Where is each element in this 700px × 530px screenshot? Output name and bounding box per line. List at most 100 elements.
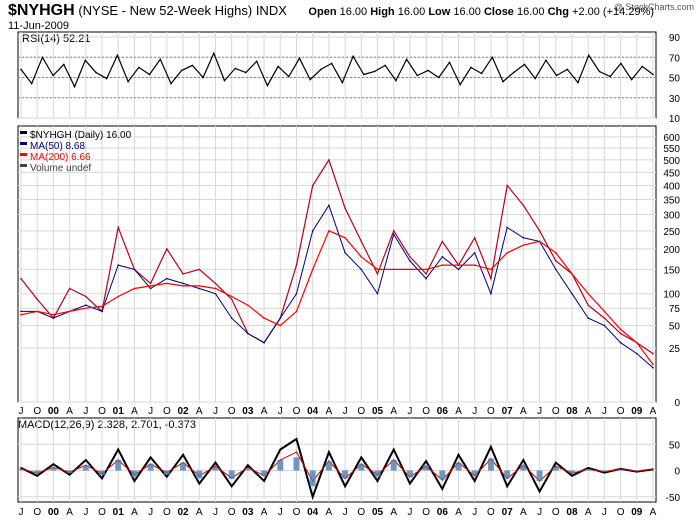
- ma200-series-point: [571, 273, 573, 275]
- rsi-series-point: [320, 68, 322, 71]
- macd-y-tick-label: 0: [674, 467, 680, 478]
- ma50-series-point: [635, 352, 638, 355]
- macd-x-tick-label: O: [422, 507, 430, 518]
- ma200-series-point: [554, 251, 557, 254]
- ma200-series-point: [230, 295, 233, 298]
- price-series-point: [295, 264, 298, 266]
- macd-x-tick-label: O: [228, 507, 236, 518]
- price-x-tick-label: 00: [48, 406, 60, 417]
- macd-series-point: [538, 490, 541, 493]
- macd-histogram-bar: [455, 462, 462, 471]
- price-series-point: [360, 240, 363, 243]
- rsi-series-point: [30, 82, 33, 85]
- price-series-point: [538, 230, 541, 232]
- macd-histogram-bar: [585, 468, 592, 471]
- price-y-tick-label: 550: [663, 144, 680, 155]
- macd-x-tick-label: O: [33, 507, 41, 518]
- rsi-series-point: [480, 72, 483, 75]
- ma200-series-point: [68, 310, 71, 313]
- price-x-tick-label: A: [520, 406, 527, 417]
- ma200-series-point: [635, 341, 638, 344]
- rsi-series-line: [20, 51, 654, 89]
- rsi-series-point: [598, 70, 601, 73]
- chg-value: +2.00 (+14.29%): [572, 6, 654, 18]
- ma50-series-point: [117, 264, 120, 266]
- rsi-series-point: [191, 64, 194, 67]
- rsi-series-point: [234, 67, 237, 70]
- rsi-series-point: [491, 56, 494, 59]
- ma50-series-point: [133, 268, 136, 271]
- macd-x-tick-label: O: [293, 507, 301, 518]
- macd-series-point: [85, 459, 87, 461]
- macd-histogram-bar: [18, 469, 24, 471]
- price-series-point: [473, 237, 476, 239]
- ma50-series-point: [554, 268, 557, 271]
- rsi-series-point: [266, 84, 269, 87]
- rsi-series-point: [95, 71, 97, 74]
- ma50-series-point: [279, 317, 282, 319]
- macd-x-tick-label: J: [213, 507, 218, 518]
- macd-histogram-bar: [568, 470, 575, 474]
- rsi-series-point: [52, 74, 54, 77]
- price-y-tick-label: 100: [663, 290, 680, 301]
- ma50-series-point: [344, 251, 346, 254]
- ma200-series-point: [457, 264, 460, 266]
- price-y-tick-label: 0: [674, 398, 680, 409]
- signal-series-point: [554, 465, 557, 468]
- ma50-series-point: [311, 230, 314, 232]
- price-series-point: [554, 260, 557, 262]
- macd-x-tick-label: 06: [437, 507, 449, 518]
- price-x-tick-label: J: [83, 406, 88, 417]
- ma200-series-point: [473, 264, 476, 266]
- price-x-tick-label: O: [98, 406, 106, 417]
- rsi-series-point: [170, 82, 172, 85]
- ma50-series-point: [571, 292, 573, 295]
- rsi-series-point: [545, 59, 547, 62]
- price-x-tick-label: 07: [502, 406, 514, 417]
- price-x-tick-label: A: [455, 406, 462, 417]
- macd-series-point: [247, 464, 249, 467]
- macd-x-tick-label: A: [131, 507, 138, 518]
- rsi-series-point: [309, 78, 312, 81]
- rsi-series-point: [437, 76, 440, 79]
- rsi-y-tick-label: 50: [669, 74, 681, 85]
- price-x-tick-label: A: [390, 406, 397, 417]
- macd-series-point: [490, 446, 492, 448]
- price-x-tick-label: O: [617, 406, 625, 417]
- macd-histogram-bar: [358, 463, 365, 471]
- macd-x-tick-label: A: [261, 507, 268, 518]
- price-x-tick-label: A: [131, 406, 138, 417]
- rsi-series-point: [555, 74, 558, 77]
- rsi-series-point: [138, 66, 140, 69]
- price-x-tick-label: J: [537, 406, 542, 417]
- rsi-y-tick-label: 30: [669, 94, 681, 105]
- ma200-series-line: [20, 230, 654, 365]
- rsi-panel: RSI(14) 52.21 90 70 50 30 10: [17, 31, 681, 125]
- macd-histogram-bar: [261, 470, 268, 476]
- macd-series-point: [117, 448, 120, 451]
- price-series-point: [392, 230, 395, 232]
- ma200-series-point: [311, 268, 314, 271]
- price-series-point: [36, 298, 39, 301]
- price-series-point: [68, 287, 71, 290]
- price-series-point: [506, 184, 508, 187]
- price-series-point: [230, 298, 233, 301]
- macd-histogram-bar: [325, 461, 332, 471]
- rsi-series-point: [448, 61, 451, 64]
- ma50-series-point: [522, 237, 525, 239]
- macd-series-point: [392, 448, 395, 451]
- macd-series-point: [52, 463, 55, 466]
- macd-x-tick-label: 07: [502, 507, 514, 518]
- macd-x-tick-label: J: [602, 507, 607, 518]
- ma50-series-point: [603, 324, 606, 327]
- macd-x-tick-label: J: [278, 507, 283, 518]
- rsi-series-point: [180, 69, 183, 72]
- price-series-point: [490, 277, 492, 280]
- high-label: High: [370, 6, 395, 18]
- price-series-point: [652, 352, 654, 355]
- signal-series-line: [20, 451, 654, 482]
- price-series-point: [619, 332, 622, 335]
- ma50-series-point: [473, 251, 476, 254]
- price-x-tick-label: A: [261, 406, 268, 417]
- low-label: Low: [428, 6, 451, 18]
